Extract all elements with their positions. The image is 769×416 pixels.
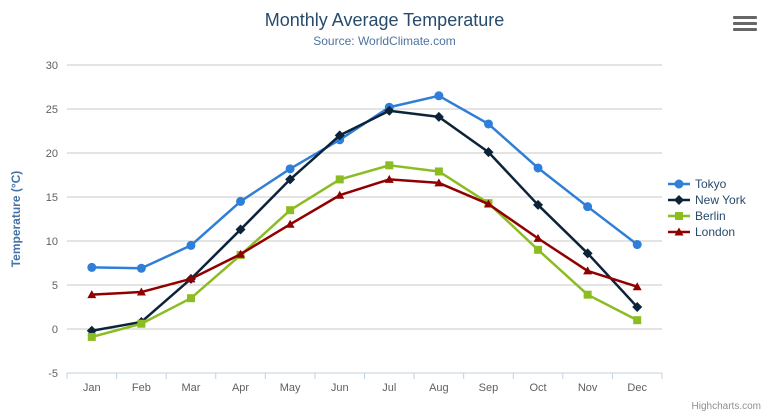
data-point[interactable] [632,240,642,250]
data-point[interactable] [533,163,543,173]
data-point[interactable] [483,147,494,158]
data-point[interactable] [87,332,96,341]
data-point[interactable] [384,105,395,116]
data-point[interactable] [483,119,493,129]
legend-item-berlin[interactable]: Berlin [668,208,746,224]
series-line [90,164,639,339]
data-point[interactable] [583,290,592,299]
legend-label: Berlin [695,209,726,223]
legend-label: London [695,225,736,239]
data-point[interactable] [236,196,246,206]
london-triangle-marker-icon [668,227,690,236]
x-tick-label: Oct [529,382,546,394]
y-tick-label: 30 [46,60,58,72]
x-tick-label: Apr [232,382,249,394]
x-tick-label: Sep [479,382,499,394]
y-tick-label: 25 [46,104,58,116]
data-point[interactable] [582,248,593,259]
data-point[interactable] [434,178,444,187]
data-point[interactable] [335,190,345,199]
y-tick-label: 5 [52,280,58,292]
hamburger-icon [733,16,757,31]
data-point[interactable] [674,195,684,205]
x-tick-label: Jul [382,382,396,394]
data-point[interactable] [674,227,684,236]
data-point[interactable] [186,294,195,303]
data-point[interactable] [434,167,443,176]
data-point[interactable] [675,212,683,220]
data-point[interactable] [87,290,97,299]
series-tokyo[interactable] [87,91,642,273]
data-point[interactable] [137,319,146,328]
data-point[interactable] [285,219,295,228]
legend-item-london[interactable]: London [668,224,746,240]
data-point[interactable] [334,130,345,141]
y-tick-label: 10 [46,236,58,248]
y-axis-title: Temperature (°C) [9,171,23,268]
legend-label: New York [695,193,746,207]
data-point[interactable] [136,263,146,273]
x-tick-label: Aug [429,382,449,394]
series-line [90,109,639,333]
data-point[interactable] [674,179,684,189]
y-tick-label: -5 [48,368,58,380]
legend-label: Tokyo [695,177,727,191]
data-point[interactable] [286,206,295,215]
legend-item-tokyo[interactable]: Tokyo [668,176,746,192]
data-point[interactable] [434,91,444,101]
series-line [90,178,639,296]
data-point[interactable] [483,199,493,208]
data-point[interactable] [186,274,196,283]
data-point[interactable] [186,240,196,250]
data-point[interactable] [285,164,295,174]
data-point[interactable] [285,174,296,185]
new-york-diamond-marker-icon [668,195,690,205]
berlin-square-marker-icon [668,212,690,220]
y-tick-label: 20 [46,148,58,160]
tokyo-circle-marker-icon [668,179,690,189]
series-line [90,94,639,270]
x-tick-label: Nov [578,382,598,394]
y-tick-label: 15 [46,192,58,204]
credits-link[interactable]: Highcharts.com [691,401,761,412]
legend: Tokyo New York Berlin London [668,176,746,240]
data-point[interactable] [534,245,543,254]
legend-item-new-york[interactable]: New York [668,192,746,208]
data-point[interactable] [87,262,97,272]
x-tick-label: Jun [331,382,349,394]
data-point[interactable] [236,249,246,258]
x-tick-label: Jan [83,382,101,394]
data-point[interactable] [632,302,643,312]
data-point[interactable] [633,316,642,325]
data-point[interactable] [235,224,246,235]
chart-title: Monthly Average Temperature [264,10,505,30]
x-tick-label: Dec [627,382,647,394]
chart-subtitle: Source: WorldClimate.com [313,34,456,48]
series-london[interactable] [87,174,642,299]
data-point[interactable] [335,175,344,184]
y-tick-label: 0 [52,324,58,336]
data-point[interactable] [533,199,544,210]
data-point[interactable] [632,282,642,291]
x-tick-label: Feb [132,382,151,394]
data-point[interactable] [533,233,543,242]
export-menu-button[interactable] [731,11,759,35]
data-point[interactable] [433,111,444,122]
series-new-york[interactable] [86,105,643,336]
data-point[interactable] [583,266,593,275]
x-tick-label: May [280,382,301,394]
x-tick-label: Mar [181,382,200,394]
data-point[interactable] [384,174,394,183]
data-point[interactable] [136,287,146,296]
data-point[interactable] [583,202,593,212]
data-point[interactable] [385,161,394,170]
